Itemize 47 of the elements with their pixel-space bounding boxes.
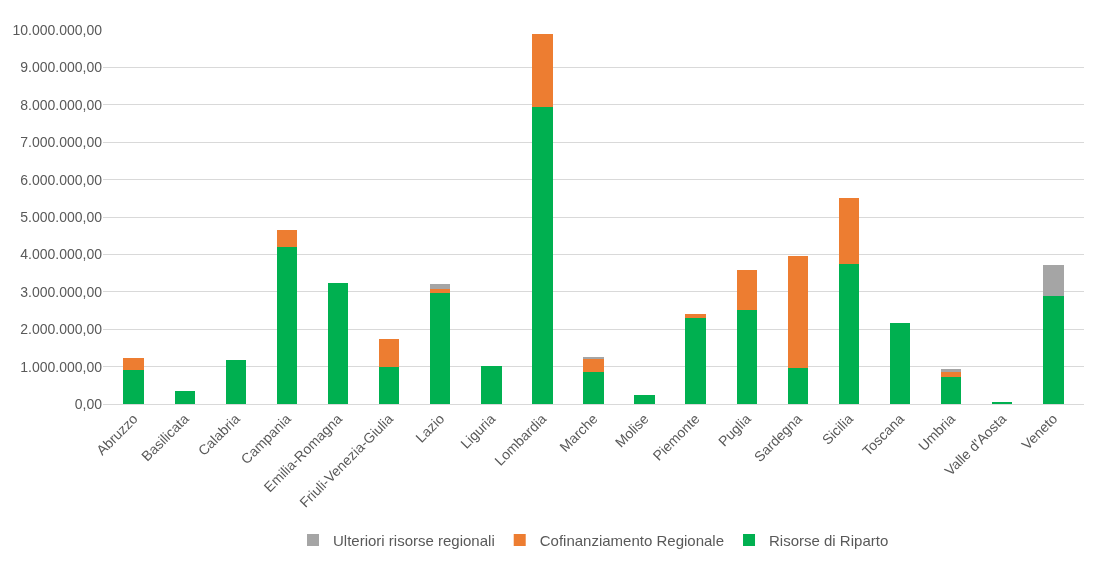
bar xyxy=(430,289,451,294)
bar xyxy=(583,372,604,404)
bar xyxy=(685,318,706,404)
y-tick-label: 0,00 xyxy=(74,395,103,412)
bar xyxy=(736,310,757,404)
bar xyxy=(378,339,400,367)
bar xyxy=(481,365,502,404)
bar xyxy=(583,357,604,360)
y-tick-label: 6.000.000,00 xyxy=(20,171,103,188)
y-tick-label: 4.000.000,00 xyxy=(20,246,103,263)
bar xyxy=(123,369,144,404)
bar xyxy=(276,246,298,404)
y-tick-label: 5.000.000,00 xyxy=(20,208,103,225)
bar xyxy=(940,376,962,404)
bar xyxy=(430,284,451,290)
legend-label: Risorse di Riparto xyxy=(769,531,889,549)
bar xyxy=(276,230,298,247)
bar xyxy=(685,313,706,319)
bar xyxy=(430,293,451,404)
legend-label: Ulteriori risorse regionali xyxy=(333,531,495,549)
y-tick-label: 10.000.000,00 xyxy=(12,21,103,38)
bar xyxy=(532,33,553,108)
bar xyxy=(940,368,962,372)
bar xyxy=(583,359,604,373)
bar xyxy=(787,368,809,404)
bar xyxy=(532,107,553,404)
bar xyxy=(1043,265,1064,297)
bar xyxy=(634,395,655,404)
bar xyxy=(838,198,860,264)
y-tick-label: 2.000.000,00 xyxy=(20,321,103,338)
bar xyxy=(736,270,757,311)
bar xyxy=(940,371,962,377)
bar xyxy=(787,256,809,369)
bar xyxy=(889,323,911,404)
y-tick-label: 8.000.000,00 xyxy=(20,96,103,113)
y-tick-label: 3.000.000,00 xyxy=(20,283,103,300)
bar xyxy=(838,263,860,404)
bar xyxy=(378,366,400,404)
bar xyxy=(123,358,144,370)
legend-label: Cofinanziamento Regionale xyxy=(539,531,725,549)
bar xyxy=(225,359,247,404)
y-tick-label: 7.000.000,00 xyxy=(20,134,103,151)
bar xyxy=(174,391,195,404)
y-tick-label: 1.000.000,00 xyxy=(20,358,103,375)
bar xyxy=(327,282,349,404)
y-tick-label: 9.000.000,00 xyxy=(20,59,103,76)
bar xyxy=(1043,296,1064,404)
